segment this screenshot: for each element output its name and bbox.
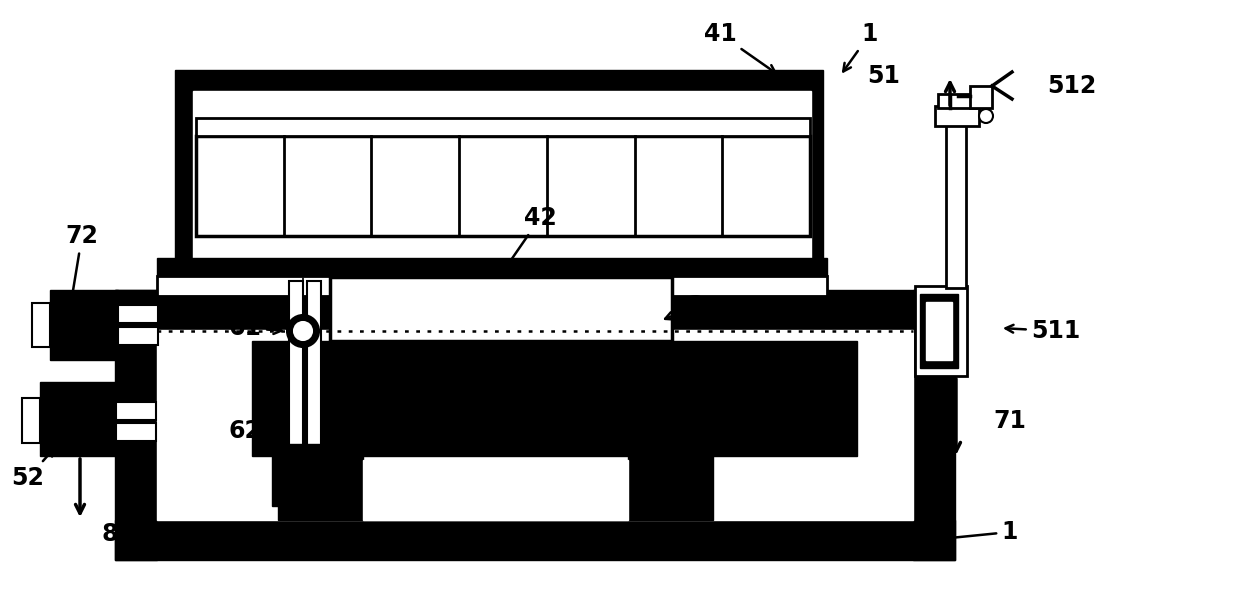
Text: 51: 51 [868, 64, 900, 88]
Circle shape [294, 322, 312, 340]
Text: 72: 72 [66, 224, 98, 316]
Bar [118, 305, 157, 323]
Text: 1: 1 [843, 22, 878, 72]
Circle shape [980, 109, 993, 123]
Bar [915, 286, 967, 376]
Bar [196, 118, 810, 136]
Bar [627, 456, 713, 520]
Bar [157, 330, 913, 520]
Text: 512: 512 [1048, 74, 1096, 98]
Bar [115, 520, 955, 560]
Text: 8: 8 [102, 522, 118, 546]
Bar [157, 296, 827, 311]
Bar [946, 123, 966, 288]
Bar [40, 382, 117, 456]
Bar [157, 276, 827, 296]
Bar [118, 327, 157, 345]
Bar [926, 302, 952, 360]
Bar [115, 290, 955, 330]
Text: 511: 511 [1006, 319, 1080, 343]
Bar [193, 91, 811, 276]
Bar [970, 86, 992, 108]
Bar [157, 258, 827, 276]
Bar [115, 290, 157, 560]
Bar [278, 456, 363, 520]
Bar [937, 94, 976, 108]
Bar [117, 423, 156, 441]
Bar [196, 136, 810, 236]
Text: 1: 1 [915, 520, 1018, 545]
Bar [252, 341, 857, 456]
Bar [935, 106, 980, 126]
Bar [117, 402, 156, 420]
Text: 3: 3 [665, 294, 704, 319]
Bar [363, 460, 627, 520]
Text: 62: 62 [228, 419, 274, 454]
Bar [175, 70, 823, 290]
Text: 71: 71 [993, 409, 1027, 433]
Bar [289, 281, 303, 456]
Text: 52: 52 [11, 448, 55, 490]
Text: 61: 61 [228, 316, 281, 340]
Bar [50, 290, 118, 360]
Bar [308, 281, 321, 456]
Bar [330, 277, 672, 341]
Bar [272, 444, 346, 506]
Text: 41: 41 [703, 22, 775, 73]
Bar [920, 294, 959, 368]
Bar [32, 303, 50, 347]
Bar [22, 398, 40, 443]
Bar [913, 290, 955, 560]
Text: 2: 2 [754, 382, 796, 406]
Circle shape [286, 315, 319, 347]
Text: 42: 42 [503, 206, 557, 271]
